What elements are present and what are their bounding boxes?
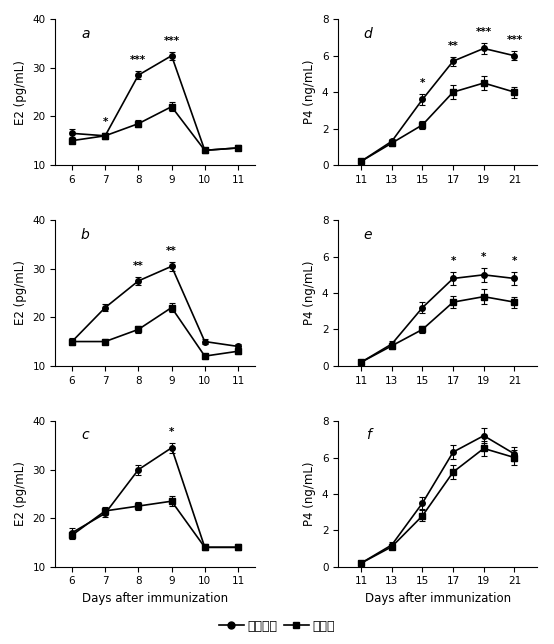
Y-axis label: E2 (pg/mL): E2 (pg/mL): [14, 462, 27, 526]
Legend: 免疫组，, 对照组: 免疫组，, 对照组: [214, 615, 340, 638]
Text: **: **: [133, 261, 143, 271]
Text: *: *: [420, 78, 425, 88]
Y-axis label: P4 (ng/mL): P4 (ng/mL): [303, 462, 316, 526]
Text: ***: ***: [506, 35, 522, 45]
Y-axis label: E2 (pg/mL): E2 (pg/mL): [14, 261, 27, 325]
X-axis label: Days after immunization: Days after immunization: [82, 592, 228, 605]
Text: a: a: [81, 26, 90, 41]
Text: *: *: [512, 256, 517, 266]
Text: *: *: [102, 117, 108, 127]
Text: **: **: [448, 41, 459, 51]
Text: f: f: [366, 428, 371, 442]
Text: e: e: [364, 227, 372, 242]
Text: ***: ***: [130, 55, 146, 65]
Text: ***: ***: [163, 36, 179, 46]
Text: *: *: [481, 252, 486, 261]
Text: ***: ***: [476, 27, 492, 37]
Y-axis label: E2 (pg/mL): E2 (pg/mL): [14, 60, 27, 124]
Y-axis label: P4 (ng/mL): P4 (ng/mL): [303, 261, 316, 325]
Text: *: *: [169, 427, 175, 437]
Y-axis label: P4 (ng/mL): P4 (ng/mL): [303, 60, 316, 124]
Text: c: c: [81, 428, 89, 442]
Text: d: d: [364, 26, 372, 41]
Text: *: *: [450, 256, 456, 266]
X-axis label: Days after immunization: Days after immunization: [365, 592, 511, 605]
Text: b: b: [81, 227, 90, 242]
Text: **: **: [166, 246, 177, 256]
